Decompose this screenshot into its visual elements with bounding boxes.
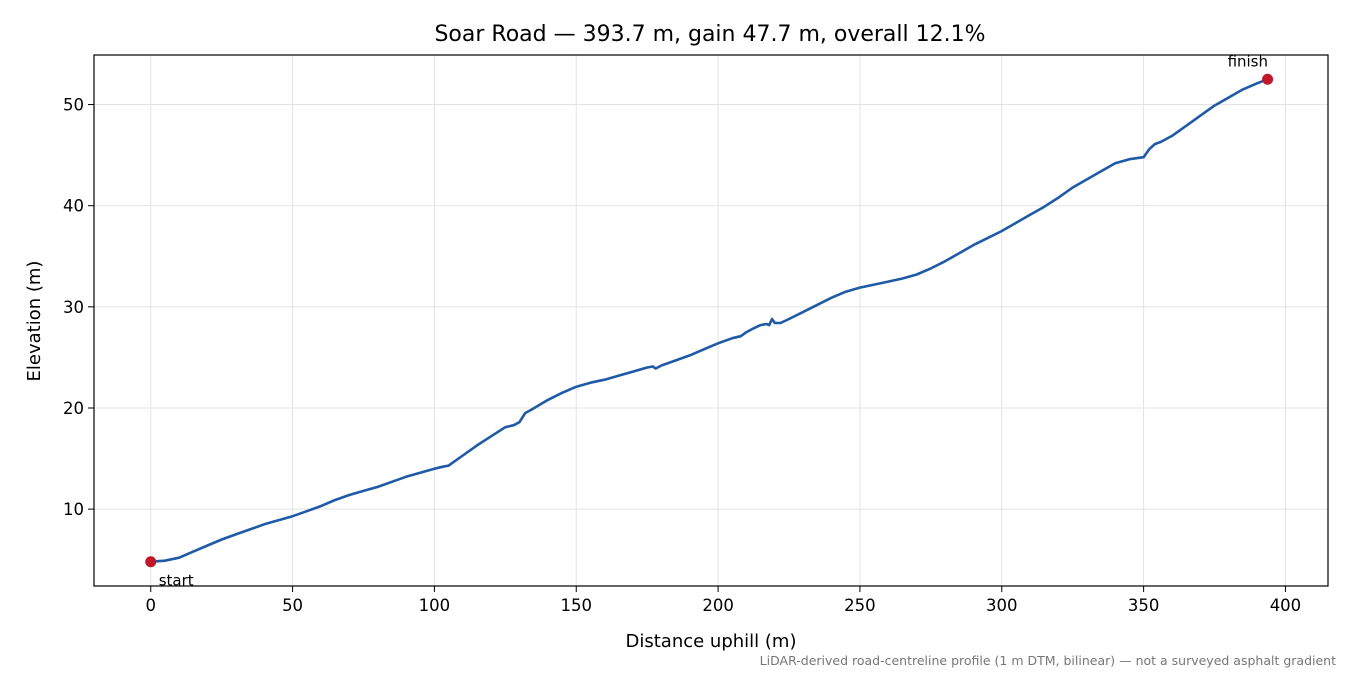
x-tick-label: 200 xyxy=(702,596,734,615)
x-tick-label: 0 xyxy=(145,596,156,615)
footnote: LiDAR-derived road-centreline profile (1… xyxy=(760,653,1336,668)
plot-frame xyxy=(93,54,1329,587)
start-label: start xyxy=(159,572,194,590)
y-tick-label: 20 xyxy=(63,399,84,418)
x-tick-label: 150 xyxy=(561,596,593,615)
y-axis-label: Elevation (m) xyxy=(24,261,45,382)
x-axis-label: Distance uphill (m) xyxy=(626,631,797,652)
grid xyxy=(94,55,1328,586)
series-layer: start finish xyxy=(145,52,1274,590)
x-tick-label: 350 xyxy=(1128,596,1160,615)
x-tick-label: 50 xyxy=(282,596,303,615)
x-tick-label: 100 xyxy=(419,596,451,615)
elevation-line xyxy=(149,78,1269,564)
finish-label: finish xyxy=(1228,52,1268,70)
x-tick-label: 250 xyxy=(844,596,876,615)
finish-marker xyxy=(1262,73,1274,85)
y-tick-label: 50 xyxy=(63,96,84,115)
x-tick-label: 400 xyxy=(1270,596,1302,615)
axis-ticks: 0 50 100 150 200 250 300 350 400 10 20 30 40 50 xyxy=(63,96,1301,615)
x-tick-label: 300 xyxy=(986,596,1018,615)
chart-title: Soar Road — 393.7 m, gain 47.7 m, overal… xyxy=(434,22,985,47)
y-tick-label: 30 xyxy=(63,298,84,317)
y-tick-label: 10 xyxy=(63,500,84,519)
y-tick-label: 40 xyxy=(63,197,84,216)
start-marker xyxy=(145,556,157,568)
